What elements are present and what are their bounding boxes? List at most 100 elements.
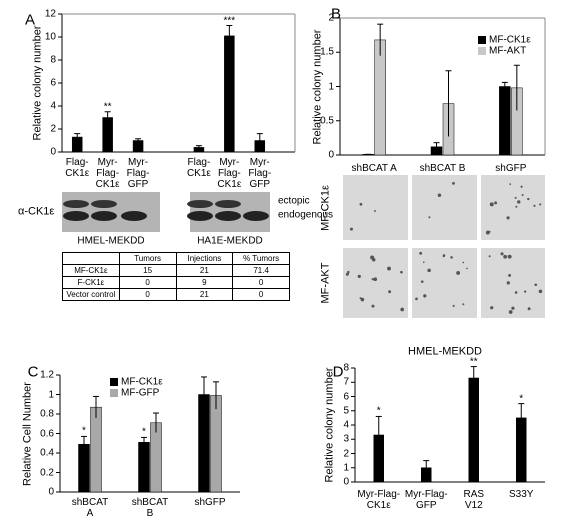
colony: [489, 202, 494, 207]
colony: [415, 297, 418, 301]
colony: [442, 254, 446, 258]
colony-image: [412, 248, 477, 318]
image-row-label: MF-CK1ε: [319, 185, 332, 231]
colony: [419, 251, 423, 255]
colony-image: [343, 248, 408, 318]
significance-label: ***: [223, 15, 236, 26]
colony-image: [343, 175, 408, 240]
bar: [90, 406, 102, 493]
table-cell: 0: [118, 276, 177, 289]
colony: [345, 272, 349, 276]
cell-line-label: HA1E-MEKDD: [197, 235, 263, 247]
colony: [420, 280, 424, 283]
significance-label: **: [103, 101, 112, 113]
y-tick-label: 0.4: [40, 447, 54, 459]
table-corner: [62, 252, 120, 265]
panel-letter: A: [24, 11, 36, 29]
y-tick-label: 0: [50, 146, 56, 158]
image-row-label: MF-AKT: [319, 262, 332, 304]
colony: [514, 291, 518, 294]
table-cell: 21: [175, 264, 234, 277]
colony: [488, 255, 491, 258]
y-tick-label: 7: [343, 376, 349, 388]
colony: [514, 196, 517, 199]
blot-band: [187, 211, 213, 221]
colony: [359, 202, 363, 206]
colony: [508, 310, 513, 314]
colony: [360, 297, 365, 302]
y-tick-label: 1: [328, 81, 334, 92]
cell-line-label: HMEL-MEKDD: [77, 235, 145, 247]
colony: [506, 216, 510, 220]
blot-band: [215, 200, 241, 208]
colony: [533, 204, 536, 207]
y-tick-label: 3: [343, 433, 349, 445]
table-header-cell: % Tumors: [232, 252, 290, 265]
y-tick-label: 4: [50, 100, 56, 112]
colony: [371, 258, 376, 262]
panel-letter: B: [330, 5, 342, 23]
colony: [452, 181, 455, 185]
colony: [388, 290, 392, 294]
y-tick-label: 10: [44, 31, 56, 43]
y-axis-label: Relative colony number: [31, 25, 44, 141]
table-cell: 0: [232, 288, 290, 301]
colony: [462, 261, 465, 264]
x-tick-label: shGFP: [495, 163, 527, 174]
y-tick-label: 1.5: [320, 46, 334, 58]
y-tick-label: 0: [328, 149, 334, 161]
table-row: MF-CK1ε 15 21 71.4: [62, 264, 290, 277]
bar: [468, 377, 479, 483]
bar: [499, 86, 511, 156]
blot-band: [243, 211, 269, 221]
table-cell: 15: [118, 264, 177, 277]
bar: [210, 395, 222, 493]
legend-label: MF-GFP: [121, 387, 160, 399]
y-tick-label: 12: [44, 8, 56, 20]
colony: [450, 256, 453, 259]
band-label: endogenous: [278, 209, 334, 221]
legend-swatch: [110, 389, 118, 397]
colony: [506, 281, 510, 285]
colony: [423, 294, 427, 298]
colony: [371, 278, 374, 281]
x-tick-label: Myr- Flag- CK1ε: [95, 157, 120, 190]
legend-swatch: [478, 36, 486, 44]
colony: [349, 227, 353, 231]
colony-image: [481, 175, 545, 240]
bar: [224, 35, 235, 153]
colony: [371, 304, 375, 308]
legend-label: MF-CK1ε: [489, 34, 531, 46]
colony: [511, 306, 515, 310]
x-tick-label: shBCAT B: [419, 163, 466, 174]
blot-band: [215, 211, 241, 221]
bar: [150, 422, 162, 493]
y-tick-label: 0.2: [40, 467, 54, 478]
significance-label: **: [469, 356, 478, 368]
colony: [539, 203, 542, 206]
y-tick-label: 0.6: [40, 428, 54, 439]
bar: [374, 39, 386, 156]
x-tick-label: Myr-Flag- CK1ε: [357, 489, 401, 511]
y-tick-label: 8: [343, 362, 349, 374]
table-header-cell: Tumors: [118, 252, 177, 265]
y-tick-label: 0.8: [40, 408, 54, 420]
table-cell: 9: [175, 276, 234, 289]
x-tick-label: Myr- Flag- CK1ε: [217, 157, 242, 190]
colony: [538, 289, 543, 294]
bar: [138, 442, 150, 493]
y-tick-label: 2: [50, 123, 56, 135]
table-cell: MF-CK1ε: [62, 264, 120, 277]
colony: [490, 306, 494, 310]
table-header-cell: Injections: [175, 252, 234, 265]
colony: [508, 273, 512, 277]
y-tick-label: 1: [343, 462, 349, 474]
colony: [422, 261, 425, 264]
x-tick-label: Flag- CK1ε: [65, 157, 90, 179]
x-tick-label: Myr- Flag- GFP: [248, 157, 272, 190]
significance-label: *: [82, 425, 86, 437]
colony: [437, 193, 442, 197]
table-cell: 0: [118, 288, 177, 301]
y-tick-label: 2: [328, 12, 334, 24]
